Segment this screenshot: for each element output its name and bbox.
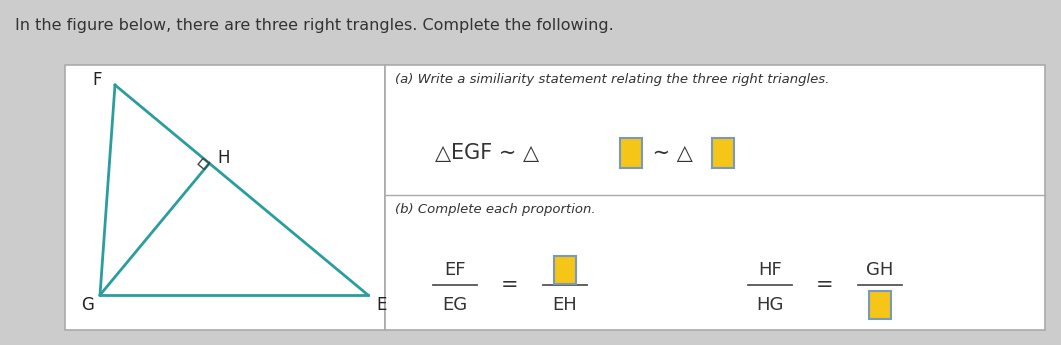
Text: GH: GH (867, 261, 893, 279)
Text: (b) Complete each proportion.: (b) Complete each proportion. (395, 203, 595, 216)
Text: EF: EF (445, 261, 466, 279)
FancyBboxPatch shape (712, 138, 734, 168)
Text: =: = (501, 275, 519, 295)
Text: H: H (218, 149, 229, 167)
Text: ∼ △: ∼ △ (646, 143, 693, 163)
FancyBboxPatch shape (620, 138, 642, 168)
Text: EG: EG (442, 296, 468, 314)
FancyBboxPatch shape (65, 65, 385, 330)
Text: G: G (82, 296, 94, 314)
Text: F: F (92, 71, 102, 89)
Text: HG: HG (756, 296, 784, 314)
Text: E: E (377, 296, 387, 314)
Text: △EGF ∼ △: △EGF ∼ △ (435, 143, 539, 163)
Text: (a) Write a similiarity statement relating the three right triangles.: (a) Write a similiarity statement relati… (395, 73, 830, 86)
Text: =: = (816, 275, 834, 295)
Text: EH: EH (553, 296, 577, 314)
FancyBboxPatch shape (554, 256, 576, 284)
FancyBboxPatch shape (869, 291, 891, 319)
Text: HF: HF (759, 261, 782, 279)
Text: In the figure below, there are three right trangles. Complete the following.: In the figure below, there are three rig… (15, 18, 613, 33)
FancyBboxPatch shape (385, 65, 1045, 330)
